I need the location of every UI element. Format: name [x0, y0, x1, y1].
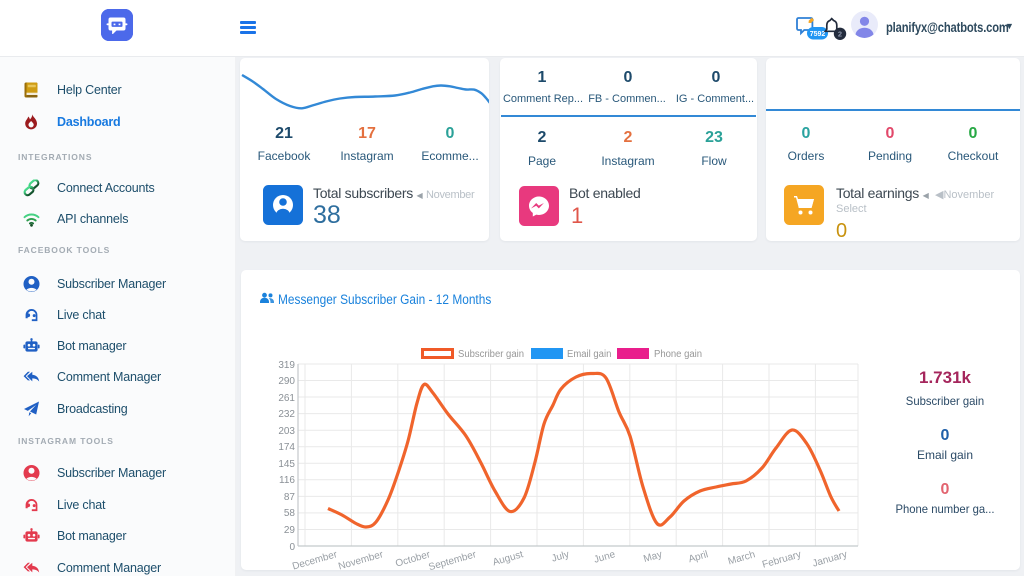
svg-text:2: 2 [838, 29, 842, 38]
svg-text:7592: 7592 [810, 31, 826, 38]
